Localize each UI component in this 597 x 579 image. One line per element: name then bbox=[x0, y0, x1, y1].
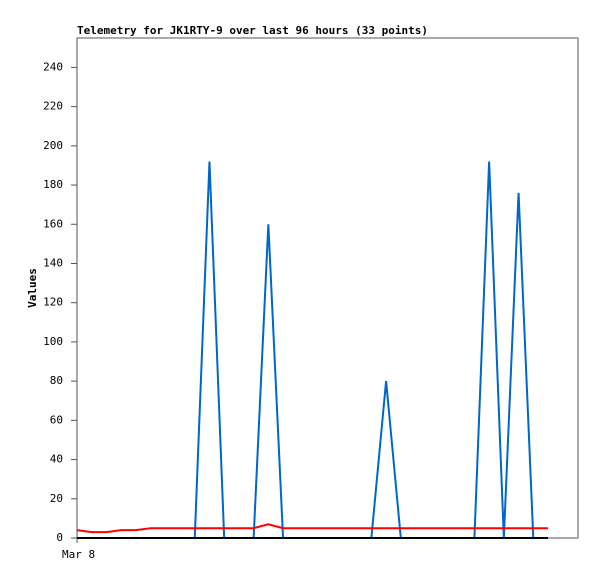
y-tick-label: 40 bbox=[50, 453, 63, 466]
y-tick-label: 100 bbox=[43, 335, 63, 348]
series-line bbox=[77, 161, 548, 539]
y-tick-label: 20 bbox=[50, 492, 63, 505]
y-tick-label: 60 bbox=[50, 413, 63, 426]
y-tick-label: 180 bbox=[43, 178, 63, 191]
chart-title: Telemetry for JK1RTY-9 over last 96 hour… bbox=[77, 24, 428, 37]
y-tick-label: 140 bbox=[43, 256, 63, 269]
plot-frame bbox=[76, 37, 579, 539]
x-tick-label: Mar 8 bbox=[62, 548, 95, 561]
y-tick-label: 220 bbox=[43, 100, 63, 113]
y-tick-label: 160 bbox=[43, 217, 63, 230]
y-tick-label: 240 bbox=[43, 60, 63, 73]
y-tick-label: 80 bbox=[50, 374, 63, 387]
y-tick-label: 200 bbox=[43, 139, 63, 152]
y-tick-label: 0 bbox=[56, 531, 63, 544]
y-tick-label: 120 bbox=[43, 296, 63, 309]
y-axis-label: Values bbox=[26, 268, 39, 308]
series-line bbox=[76, 523, 548, 534]
